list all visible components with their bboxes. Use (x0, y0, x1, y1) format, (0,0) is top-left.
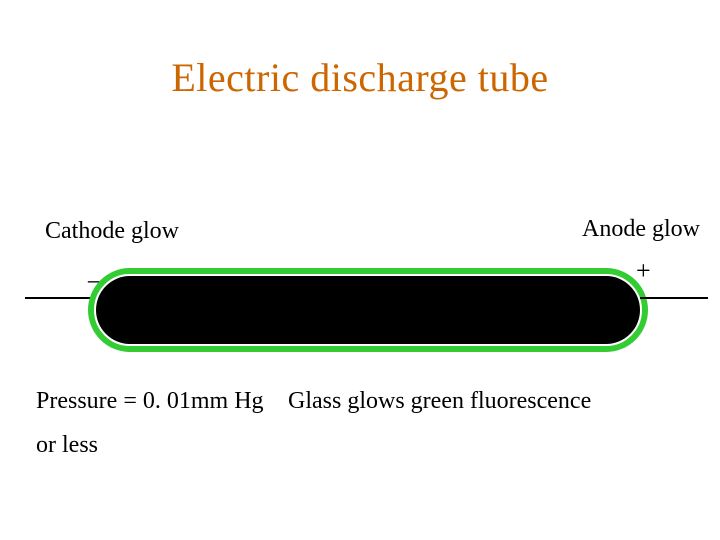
fluorescence-label: Glass glows green fluorescence (288, 388, 591, 415)
page-title: Electric discharge tube (0, 54, 720, 101)
pressure-label-line2: or less (36, 432, 98, 459)
tube-interior (96, 276, 640, 344)
cathode-lead (25, 297, 93, 299)
anode-glow-label: Anode glow (582, 216, 700, 243)
cathode-glow-label: Cathode glow (45, 218, 179, 245)
pressure-label-line1: Pressure = 0. 01mm Hg (36, 388, 264, 415)
anode-lead (640, 297, 708, 299)
discharge-tube (88, 268, 648, 352)
